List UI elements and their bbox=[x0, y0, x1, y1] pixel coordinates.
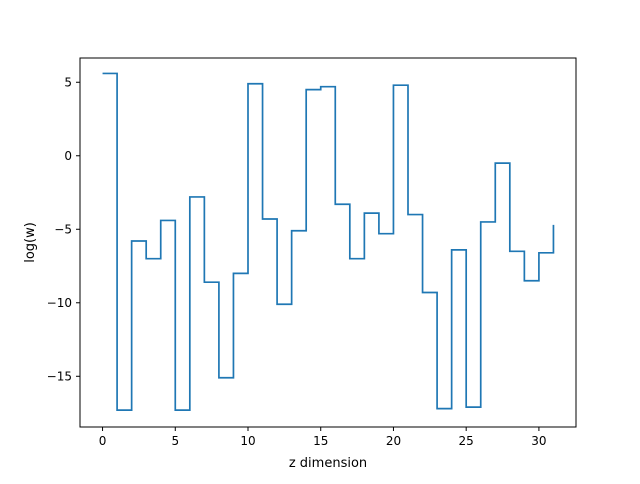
series-line-0 bbox=[102, 72, 555, 411]
y-axis-label: log(w) bbox=[23, 222, 38, 263]
x-tick-label: 30 bbox=[531, 434, 546, 448]
y-tick-label: −15 bbox=[47, 369, 72, 383]
x-tick-label: 10 bbox=[240, 434, 255, 448]
x-tick-label: 0 bbox=[99, 434, 107, 448]
y-axis-ticks: 5 0 −5 −10 −15 bbox=[47, 75, 80, 383]
series-layer bbox=[102, 72, 555, 411]
y-tick-label: 5 bbox=[64, 75, 72, 89]
x-axis-ticks: 0 5 10 15 20 25 30 bbox=[99, 427, 547, 448]
x-tick-label: 20 bbox=[386, 434, 401, 448]
x-tick-label: 15 bbox=[313, 434, 328, 448]
plot-frame bbox=[79, 57, 577, 428]
y-tick-label: 0 bbox=[64, 149, 72, 163]
y-tick-label: −10 bbox=[47, 296, 72, 310]
x-axis-label: z dimension bbox=[289, 456, 367, 471]
y-tick-label: −5 bbox=[54, 222, 72, 236]
x-tick-label: 25 bbox=[459, 434, 474, 448]
x-tick-label: 5 bbox=[171, 434, 179, 448]
